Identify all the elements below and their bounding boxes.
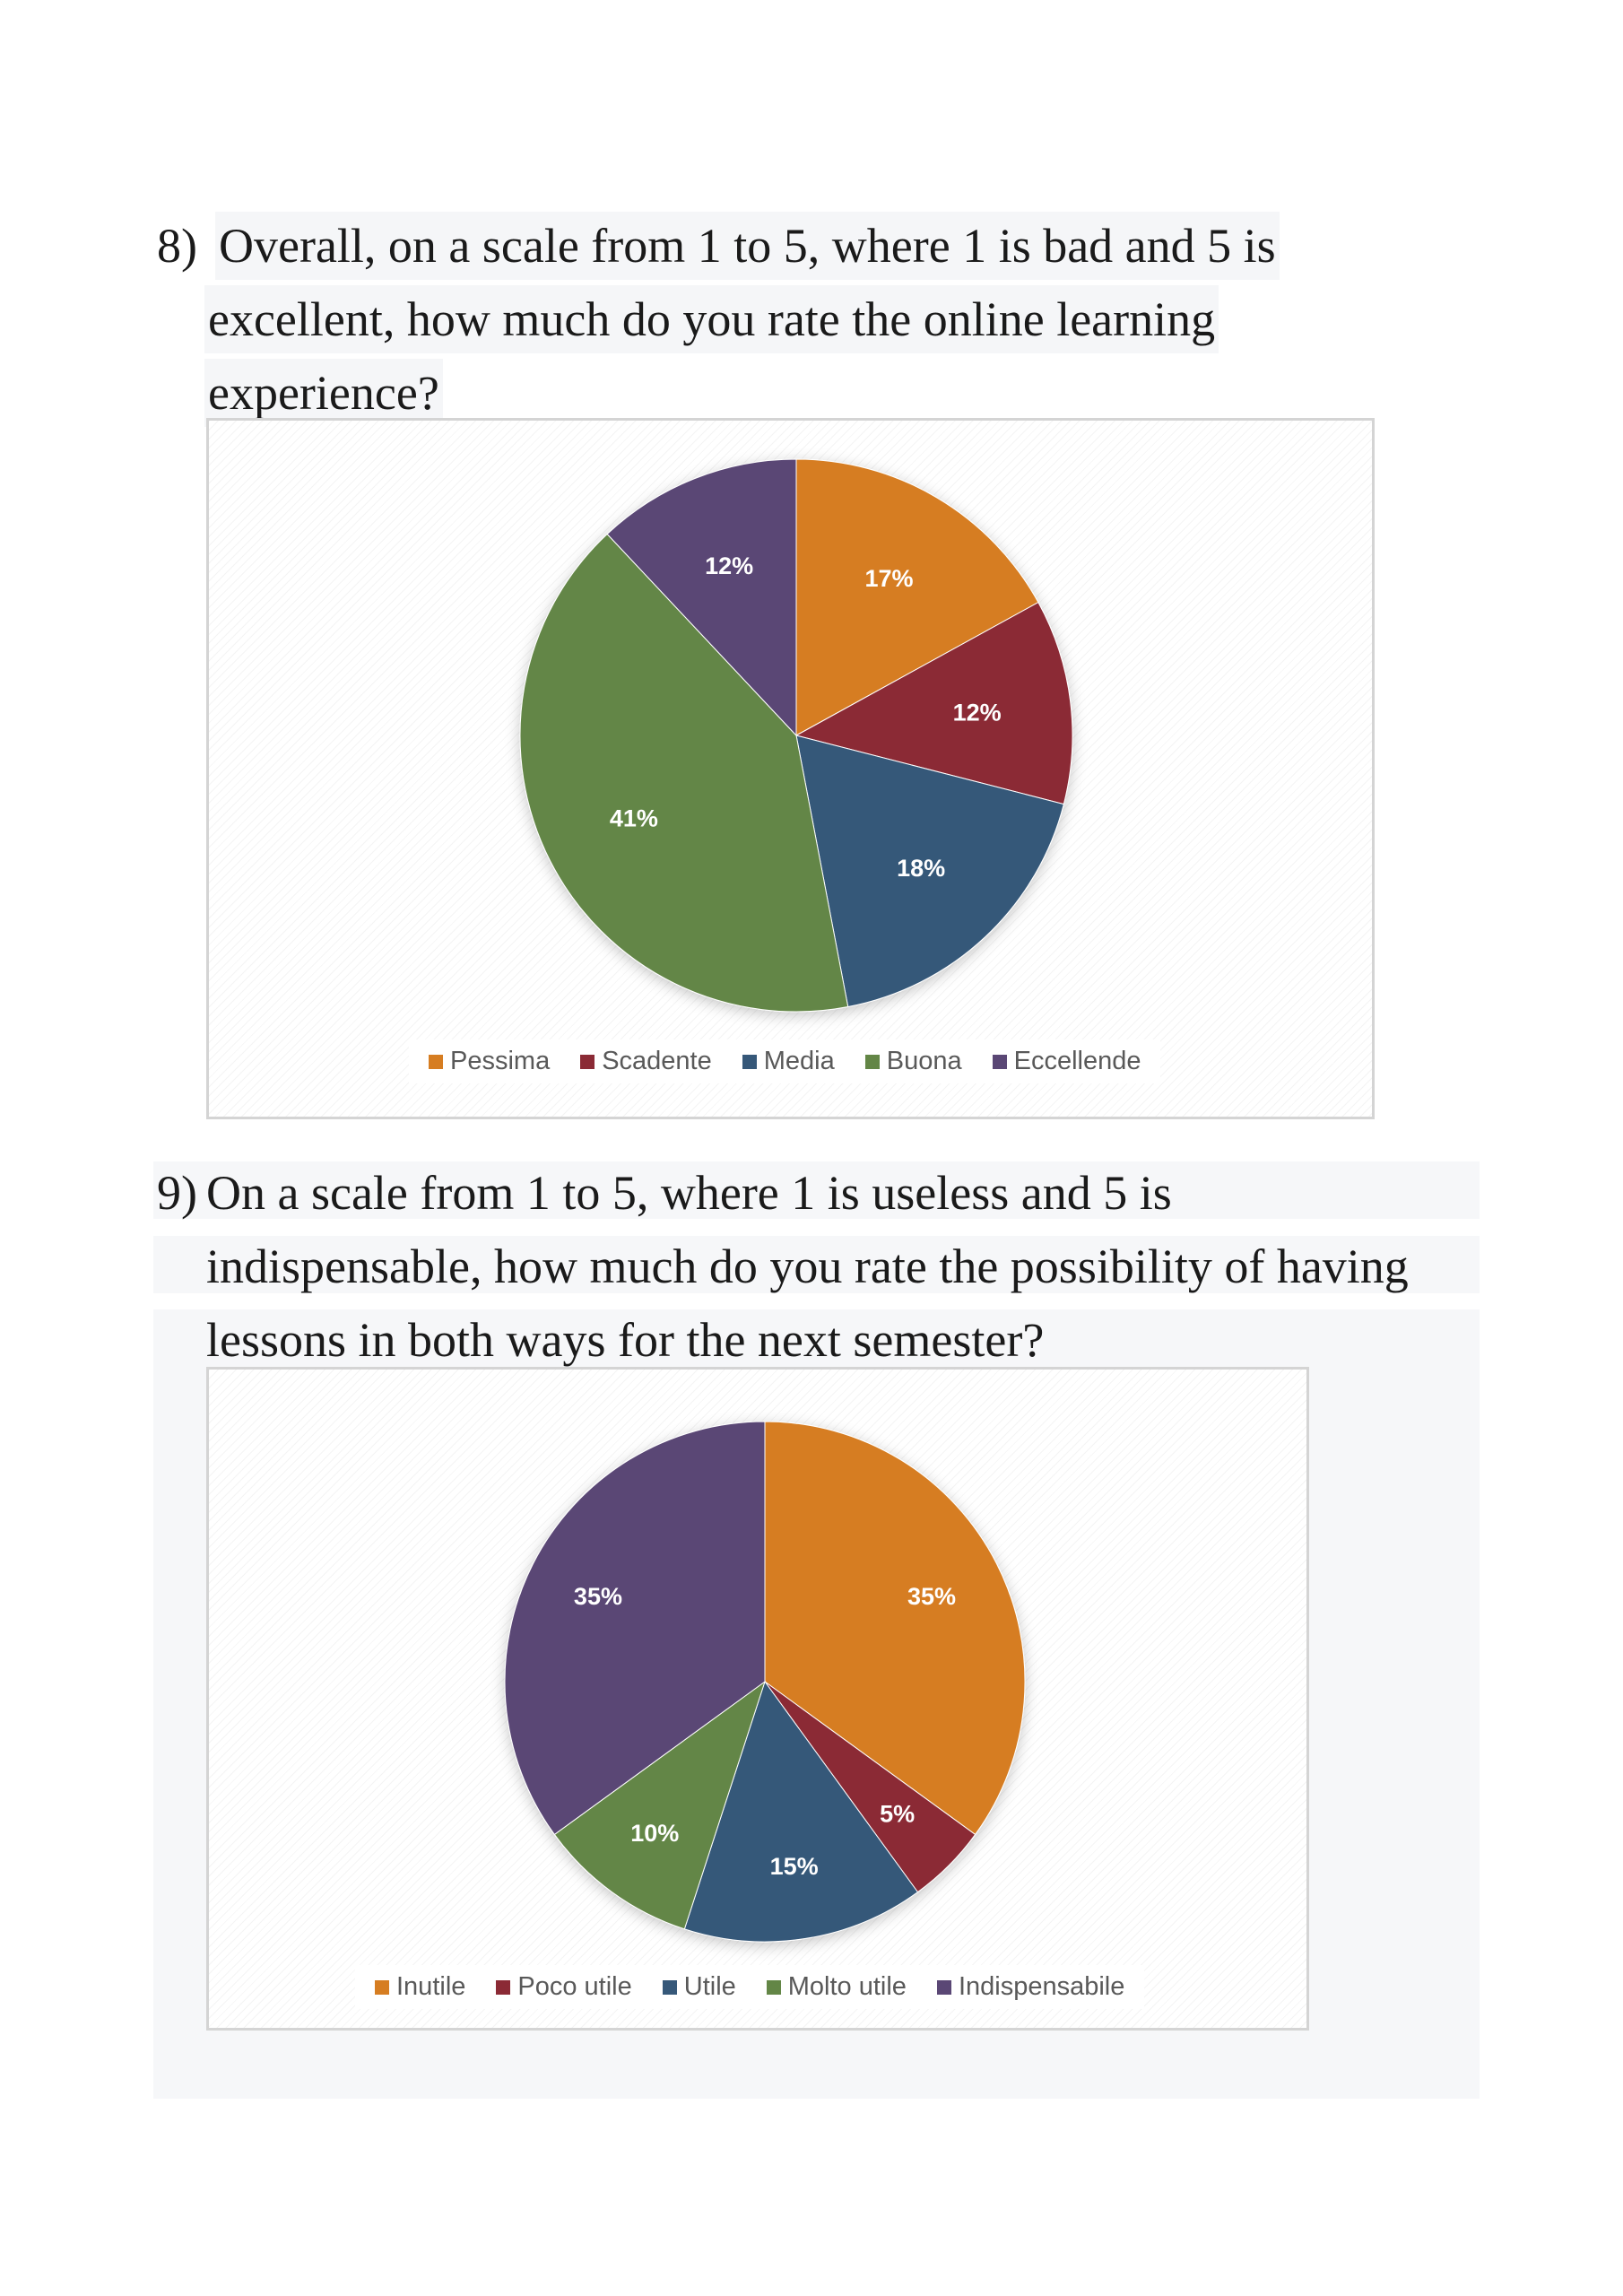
data-label-scadente: 12%: [953, 700, 1002, 726]
q9-number: 9): [157, 1166, 197, 1220]
legend-swatch-scadente: [580, 1054, 595, 1069]
pie-slice-inutile: [764, 1421, 1026, 1836]
legend-item-poco-utile: Poco utile: [496, 1972, 632, 2002]
data-label-indispensabile: 35%: [574, 1583, 622, 1610]
legend-swatch-poco-utile: [496, 1979, 511, 1995]
legend-label-utile: Utile: [683, 1972, 736, 2001]
data-label-pessima: 17%: [864, 565, 913, 592]
legend-swatch-buona: [864, 1054, 880, 1069]
chart-1-frame: 17% 12% 18% 41% 12% Pessima Scadente Media Buon…: [206, 418, 1375, 1119]
pie-slice-buona: [519, 533, 849, 1013]
legend-swatch-pessima: [429, 1054, 443, 1069]
legend-item-eccellende: Eccellende: [992, 1047, 1141, 1076]
q8-line-2: excellent, how much do you rate the onli…: [204, 285, 1219, 353]
legend-swatch-media: [742, 1054, 757, 1069]
legend-label-poco-utile: Poco utile: [517, 1972, 632, 2001]
q9-line-2: indispensable, how much do you rate the …: [206, 1239, 1409, 1293]
chart-2-plot: 35% 5% 15% 10% 35%: [504, 1421, 1026, 1943]
legend-swatch-utile: [662, 1979, 677, 1995]
chart-2-frame: 35% 5% 15% 10% 35% Inutile Poco utile Utile Mol…: [206, 1367, 1309, 2031]
data-label-inutile: 35%: [907, 1583, 956, 1610]
legend-item-utile: Utile: [662, 1972, 736, 2002]
data-label-molto-utile: 10%: [630, 1820, 679, 1847]
pie-slice-pessima: [795, 458, 1039, 736]
legend-item-inutile: Inutile: [375, 1972, 465, 2002]
legend-label-buona: Buona: [886, 1047, 962, 1075]
data-label-eccellende: 12%: [705, 552, 753, 579]
data-label-buona: 41%: [610, 804, 658, 831]
legend-label-molto-utile: Molto utile: [787, 1972, 907, 2001]
q8-line-3: experience?: [204, 359, 443, 427]
legend-swatch-eccellende: [992, 1054, 1007, 1069]
legend-item-pessima: Pessima: [429, 1047, 550, 1076]
chart-2-slices: [504, 1421, 1026, 1943]
legend-label-scadente: Scadente: [602, 1047, 712, 1075]
legend-label-indispensabile: Indispensabile: [958, 1972, 1125, 2001]
pie-slice-indispensabile: [504, 1421, 766, 1836]
legend-label-inutile: Inutile: [396, 1972, 466, 2001]
pie-slice-molto-utile: [553, 1680, 766, 1930]
legend-item-molto-utile: Molto utile: [766, 1972, 907, 2002]
legend-item-scadente: Scadente: [580, 1047, 712, 1076]
legend-label-media: Media: [763, 1047, 835, 1075]
q8-number: 8): [157, 219, 197, 273]
legend-swatch-inutile: [375, 1979, 389, 1995]
chart-2-legend: Inutile Poco utile Utile Molto utile Indispe…: [355, 1965, 1145, 2009]
pie-slice-utile: [683, 1680, 919, 1943]
data-label-media: 18%: [897, 855, 945, 882]
legend-item-media: Media: [742, 1047, 835, 1076]
q9-line-1: On a scale from 1 to 5, where 1 is usele…: [206, 1166, 1172, 1220]
pie-slice-media: [795, 735, 1064, 1008]
q9-line-2-highlight: [153, 1236, 1480, 1293]
chart-1-slices: [519, 458, 1073, 1013]
chart-1-legend: Pessima Scadente Media Buona Eccellende: [409, 1039, 1161, 1083]
data-label-utile: 15%: [770, 1853, 819, 1880]
chart-1-plot: 17% 12% 18% 41% 12%: [519, 458, 1073, 1013]
legend-swatch-indispensabile: [936, 1979, 951, 1995]
q9-line-3: lessons in both ways for the next semest…: [206, 1313, 1045, 1367]
q8-line-1: Overall, on a scale from 1 to 5, where 1…: [215, 212, 1280, 280]
q9-line-1-highlight: [153, 1161, 1480, 1219]
pie-slice-eccellende: [606, 458, 797, 737]
legend-label-pessima: Pessima: [450, 1047, 551, 1075]
pie-slice-scadente: [794, 601, 1073, 805]
legend-label-eccellende: Eccellende: [1013, 1047, 1141, 1075]
legend-swatch-molto-utile: [766, 1979, 781, 1995]
legend-item-buona: Buona: [864, 1047, 962, 1076]
data-label-poco-utile: 5%: [880, 1801, 915, 1828]
legend-item-indispensabile: Indispensabile: [936, 1972, 1125, 2002]
